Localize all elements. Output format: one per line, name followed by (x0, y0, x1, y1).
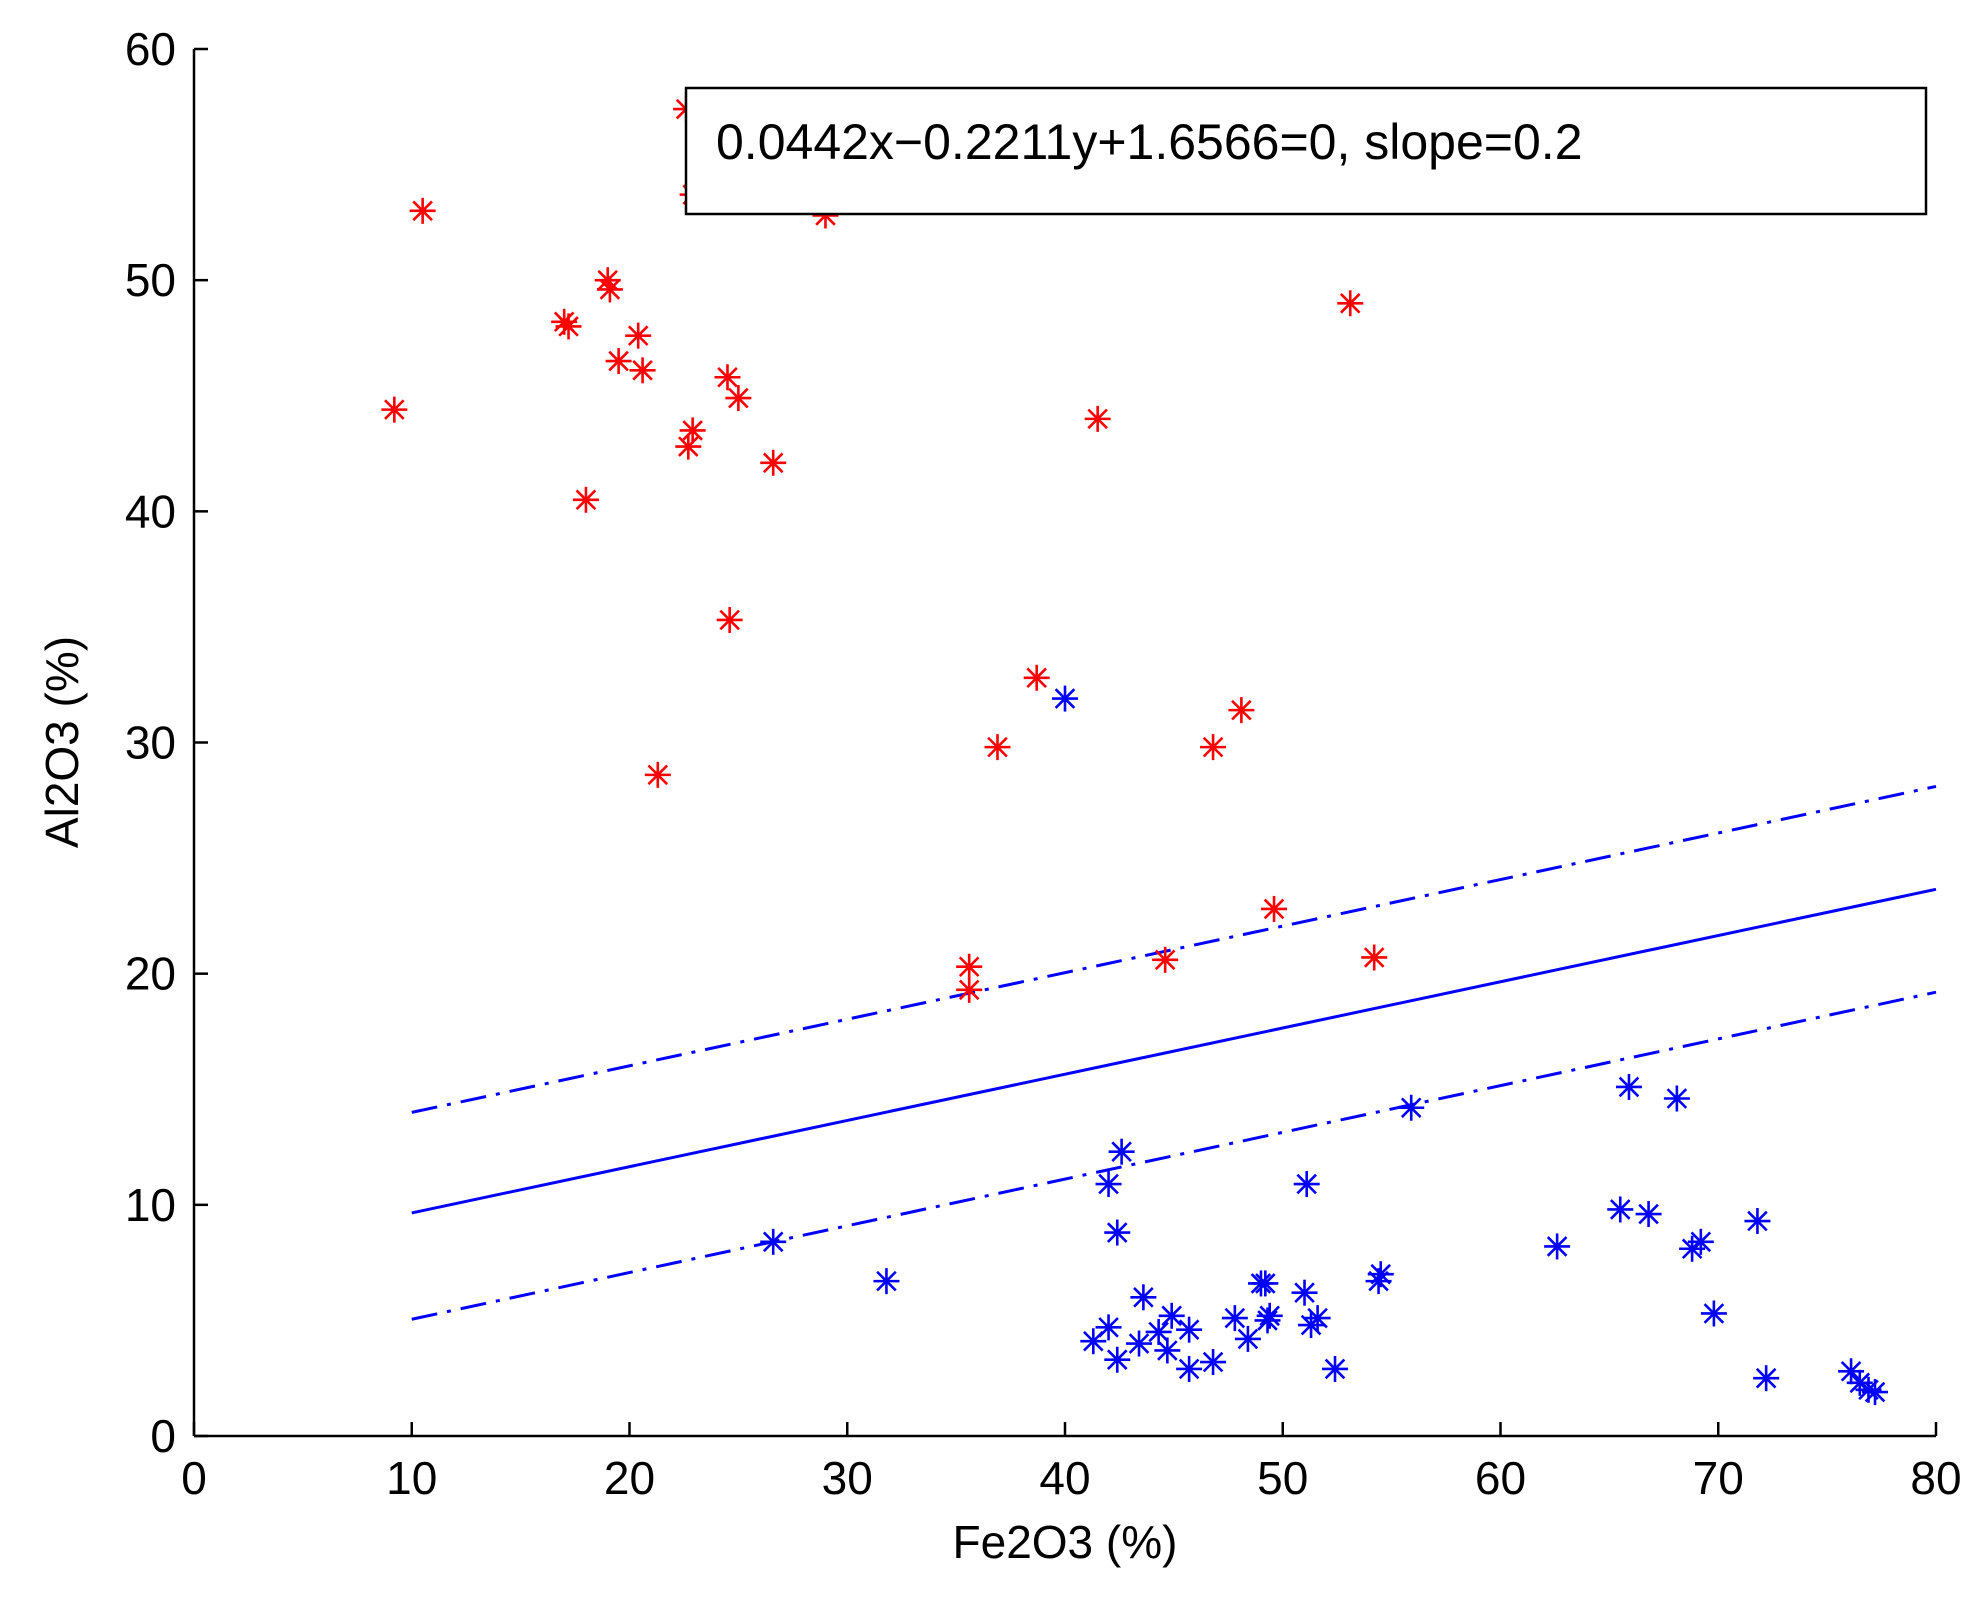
legend-box (684, 86, 1928, 216)
blue-data-point (1293, 1171, 1320, 1198)
y-tick-label: 40 (125, 485, 176, 537)
red-data-point (605, 348, 632, 375)
blue-data-point (1200, 1349, 1227, 1376)
x-tick-label: 0 (181, 1452, 207, 1504)
red-data-point (1023, 664, 1050, 691)
blue-data-point (1398, 1094, 1425, 1121)
x-tick-label: 30 (822, 1452, 873, 1504)
red-data-point (956, 953, 983, 980)
x-tick-label: 70 (1693, 1452, 1744, 1504)
red-data-point (956, 976, 983, 1003)
blue-data-point (1126, 1330, 1153, 1357)
blue-data-point (1256, 1302, 1283, 1329)
fit-lines-group (411, 784, 1937, 1321)
x-tick-label: 80 (1910, 1452, 1961, 1504)
blue-data-point (1095, 1314, 1122, 1341)
y-tick-label: 60 (125, 23, 176, 75)
red-data-point (1152, 946, 1179, 973)
red-data-point (1200, 734, 1227, 761)
blue-data-point (1291, 1279, 1318, 1306)
blue-data-point (1663, 1085, 1690, 1112)
blue-data-point (1108, 1138, 1135, 1165)
y-ticks-group: 0 10 20 30 40 50 60 (125, 23, 208, 1462)
blue-data-point (1862, 1379, 1889, 1406)
blue-data-point (1158, 1302, 1185, 1329)
blue-data-point (1154, 1337, 1181, 1364)
y-tick-label: 50 (125, 254, 176, 306)
blue-data-point (1130, 1284, 1157, 1311)
blue-data-point (1221, 1305, 1248, 1332)
red-data-point (1084, 405, 1111, 432)
red-data-point (1361, 944, 1388, 971)
red-data-point (629, 357, 656, 384)
y-tick-label: 20 (125, 948, 176, 1000)
red-data-point (675, 433, 702, 460)
red-data-point (644, 761, 671, 788)
red-data-point (1261, 895, 1288, 922)
blue-data-point (1544, 1233, 1571, 1260)
red-data-point (984, 734, 1011, 761)
red-data-point (760, 449, 787, 476)
red-data-point (625, 322, 652, 349)
blue-data-point (1322, 1355, 1349, 1382)
red-data-point (572, 486, 599, 513)
blue-data-point (1234, 1325, 1261, 1352)
decision-boundary-line (411, 887, 1937, 1215)
blue-data-point (1254, 1307, 1281, 1334)
legend-equation-text: 0.0442x−0.2211y+1.6566=0, slope=0.2 (716, 114, 1583, 170)
blue-data-point (1176, 1355, 1203, 1382)
x-tick-label: 50 (1257, 1452, 1308, 1504)
x-axis-title: Fe2O3 (%) (953, 1516, 1178, 1568)
blue-data-point (760, 1228, 787, 1255)
equation-legend: 0.0442x−0.2211y+1.6566=0, slope=0.2 (684, 86, 1928, 216)
x-tick-label: 40 (1039, 1452, 1090, 1504)
blue-data-point (1252, 1270, 1279, 1297)
blue-data-point (1176, 1316, 1203, 1343)
x-tick-label: 20 (604, 1452, 655, 1504)
blue-data-point (1700, 1300, 1727, 1327)
blue-data-point (1607, 1196, 1634, 1223)
red-data-point (596, 276, 623, 303)
y-tick-label: 30 (125, 717, 176, 769)
blue-data-point (1687, 1228, 1714, 1255)
blue-data-point (1635, 1201, 1662, 1228)
blue-data-point (1095, 1171, 1122, 1198)
blue-data-point (1104, 1219, 1131, 1246)
red-data-point (679, 417, 706, 444)
red-data-point (714, 364, 741, 391)
x-tick-label: 10 (386, 1452, 437, 1504)
upper-margin-line (411, 784, 1937, 1114)
x-tick-label: 60 (1475, 1452, 1526, 1504)
blue-data-point (1104, 1346, 1131, 1373)
blue-data-point (1052, 685, 1078, 712)
red-data-point (1337, 290, 1364, 317)
blue-data-point (873, 1268, 900, 1295)
red-data-point (725, 385, 752, 412)
red-data-point (381, 396, 408, 423)
blue-data-point (1744, 1208, 1771, 1235)
blue-data-point (1367, 1261, 1394, 1288)
y-tick-label: 10 (125, 1179, 176, 1231)
blue-data-point (1304, 1305, 1331, 1332)
red-data-point (1228, 697, 1255, 724)
lower-margin-line (411, 990, 1937, 1321)
data-points-group (381, 96, 1889, 1406)
red-data-point (716, 606, 743, 633)
red-data-point (409, 197, 436, 224)
x-ticks-group: 0 10 20 30 40 50 60 70 80 (181, 1422, 1962, 1504)
y-axis-title: Al2O3 (%) (36, 636, 88, 848)
y-tick-label: 0 (150, 1410, 176, 1462)
red-data-point (555, 313, 582, 340)
blue-data-point (1615, 1073, 1642, 1100)
blue-data-point (1753, 1365, 1780, 1392)
